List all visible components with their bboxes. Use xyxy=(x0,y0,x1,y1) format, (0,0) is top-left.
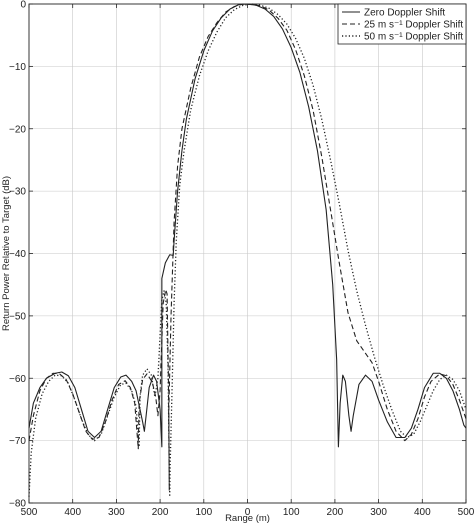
y-tick-label: −60 xyxy=(9,374,26,385)
y-axis-ticks: −80 −70 −60 −50 −40 −30 −20 −10 0 xyxy=(9,0,466,510)
x-tick-label: 200 xyxy=(152,507,169,518)
x-tick-label: 500 xyxy=(458,507,474,518)
x-tick-label: 0 xyxy=(245,507,251,518)
x-tick-label: 300 xyxy=(108,507,125,518)
x-tick-label: 100 xyxy=(195,507,212,518)
x-tick-label: 200 xyxy=(327,507,344,518)
y-tick-label: 0 xyxy=(20,0,26,11)
y-tick-label: −70 xyxy=(9,436,26,447)
series-layer xyxy=(28,3,467,498)
y-tick-label: −30 xyxy=(9,187,26,198)
legend-label-3: 50 m s⁻¹ Doppler Shift xyxy=(364,32,463,43)
y-tick-label: −80 xyxy=(9,499,26,510)
x-tick-label: 400 xyxy=(414,507,431,518)
x-tick-label: 300 xyxy=(370,507,387,518)
series-line-2 xyxy=(28,3,467,492)
y-axis-label: Return Power Relative to Target (dB) xyxy=(1,176,12,331)
y-tick-label: −10 xyxy=(9,62,26,73)
y-tick-label: −20 xyxy=(9,124,26,135)
x-tick-label: 400 xyxy=(64,507,81,518)
x-tick-label: 100 xyxy=(283,507,300,518)
legend-label-1: Zero Doppler Shift xyxy=(364,8,445,19)
legend-label-2: 25 m s⁻¹ Doppler Shift xyxy=(364,20,463,31)
series-line-3 xyxy=(28,3,467,498)
grid-lines xyxy=(29,4,466,503)
x-axis-label: Range (m) xyxy=(225,513,270,523)
series-line-1 xyxy=(28,3,467,448)
y-tick-label: −40 xyxy=(9,249,26,260)
x-tick-label: 500 xyxy=(21,507,38,518)
y-tick-label: −50 xyxy=(9,311,26,322)
x-axis-ticks: 500 400 300 200 100 0 100 200 300 400 500 xyxy=(21,4,474,518)
